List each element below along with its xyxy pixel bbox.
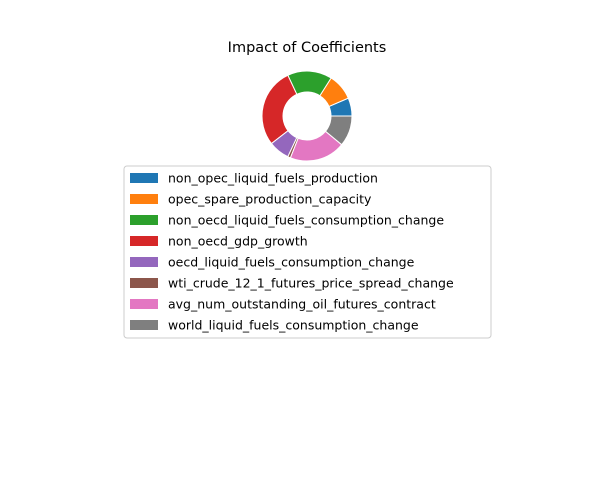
slice-non-oecd-gdp-growth bbox=[261, 74, 298, 145]
legend-label: wti_crude_12_1_futures_price_spread_chan… bbox=[168, 276, 454, 291]
legend-swatch-non-oecd-gdp-growth bbox=[130, 236, 158, 246]
legend-swatch-opec-spare-production-capacity bbox=[130, 194, 158, 204]
legend-swatch-oecd-liquid-fuels-consumption-change bbox=[130, 257, 158, 267]
legend-label: non_oecd_gdp_growth bbox=[168, 234, 308, 249]
legend-swatch-avg-num-outstanding-oil-futures-contract bbox=[130, 299, 158, 309]
legend-swatch-wti-crude-12-1-futures-price-spread-change bbox=[130, 278, 158, 288]
legend-label: world_liquid_fuels_consumption_change bbox=[168, 318, 419, 333]
legend-swatch-world-liquid-fuels-consumption-change bbox=[130, 320, 158, 330]
legend-item: world_liquid_fuels_consumption_change bbox=[130, 318, 419, 333]
chart-title: Impact of Coefficients bbox=[228, 40, 387, 56]
donut-slices bbox=[261, 70, 353, 162]
legend-item: avg_num_outstanding_oil_futures_contract bbox=[130, 297, 436, 312]
legend-item: wti_crude_12_1_futures_price_spread_chan… bbox=[130, 276, 454, 291]
legend-label: oecd_liquid_fuels_consumption_change bbox=[168, 255, 415, 270]
legend-item: non_oecd_liquid_fuels_consumption_change bbox=[130, 213, 444, 228]
legend: non_opec_liquid_fuels_production opec_spa… bbox=[123, 165, 492, 339]
legend-item: oecd_liquid_fuels_consumption_change bbox=[130, 255, 415, 270]
legend-label: non_oecd_liquid_fuels_consumption_change bbox=[168, 213, 444, 228]
legend-label: non_opec_liquid_fuels_production bbox=[168, 171, 378, 186]
legend-item: opec_spare_production_capacity bbox=[130, 192, 372, 207]
legend-label: avg_num_outstanding_oil_futures_contract bbox=[168, 297, 436, 312]
legend-frame bbox=[123, 165, 492, 339]
legend-label: opec_spare_production_capacity bbox=[168, 192, 372, 207]
legend-swatch-non-opec-liquid-fuels-production bbox=[130, 173, 158, 183]
legend-entries: non_opec_liquid_fuels_production opec_spa… bbox=[130, 171, 454, 333]
legend-item: non_oecd_gdp_growth bbox=[130, 234, 308, 249]
legend-item: non_opec_liquid_fuels_production bbox=[130, 171, 378, 186]
legend-swatch-non-oecd-liquid-fuels-consumption-change bbox=[130, 215, 158, 225]
slice-world-liquid-fuels-consumption-change bbox=[324, 115, 353, 146]
